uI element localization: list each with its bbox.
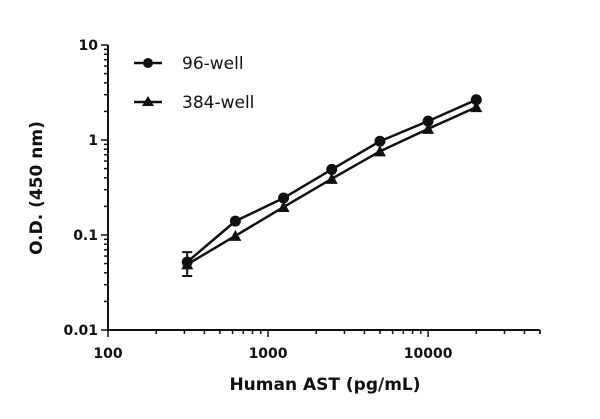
data-point-96-well: [278, 192, 290, 204]
data-point-384-well: [373, 145, 386, 157]
x-tick-label: 10000: [404, 346, 453, 362]
data-point-96-well: [229, 215, 241, 227]
data-point-96-well: [374, 135, 386, 147]
y-tick-label: 0.01: [63, 323, 98, 339]
data-point-384-well: [229, 229, 242, 241]
data-point-96-well: [470, 94, 482, 106]
axes: [101, 44, 541, 337]
y-tick-label: 10: [79, 38, 99, 54]
legend-label-384-well: 384-well: [182, 93, 254, 113]
data-point-384-well: [470, 101, 483, 113]
data-point-96-well: [326, 163, 338, 175]
x-tick-label: 1000: [249, 346, 288, 362]
data-point-384-well: [277, 201, 290, 213]
plot-area: [181, 94, 483, 278]
data-point-384-well: [325, 172, 338, 184]
y-axis-label: O.D. (450 nm): [27, 121, 47, 255]
legend-marker-96-well: [143, 58, 153, 68]
y-tick-label: 1: [88, 133, 98, 149]
legend: 96-well 384-well: [134, 54, 254, 113]
data-point-384-well: [422, 122, 435, 134]
x-tick-label: 100: [93, 346, 122, 362]
y-tick-label: 0.1: [73, 228, 98, 244]
data-point-384-well: [181, 258, 194, 270]
ticks: 100 1000 10000 0.01 0.1 1 10: [63, 38, 452, 362]
legend-marker-384-well: [142, 96, 154, 106]
legend-label-96-well: 96-well: [182, 54, 244, 74]
x-axis-label: Human AST (pg/mL): [229, 375, 420, 395]
data-point-96-well: [422, 115, 434, 127]
